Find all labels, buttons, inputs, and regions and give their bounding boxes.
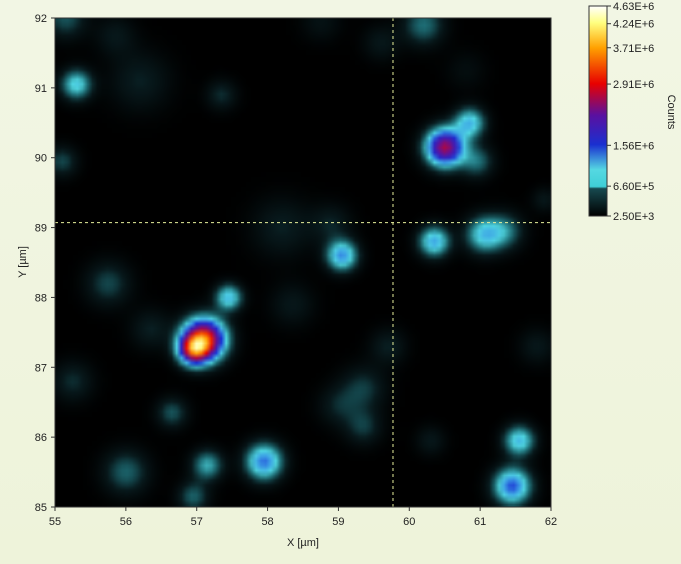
x-tick-label: 62	[545, 516, 557, 528]
colorbar-tick-label: 6.60E+5	[613, 181, 654, 193]
y-axis-ticks: 85 86 87 88 89 90 91 92	[35, 13, 55, 514]
x-tick-label: 58	[261, 516, 273, 528]
colorbar-tick-label: 2.91E+6	[613, 79, 654, 91]
y-tick-label: 86	[35, 432, 47, 444]
y-tick-label: 91	[35, 83, 47, 95]
x-axis-label: X [µm]	[287, 537, 319, 549]
x-tick-label: 57	[191, 516, 203, 528]
y-tick-label: 89	[35, 223, 47, 235]
y-tick-label: 85	[35, 502, 47, 514]
y-axis-label: Y [µm]	[17, 246, 29, 278]
colorbar-label: Counts	[665, 95, 677, 130]
x-tick-label: 61	[474, 516, 486, 528]
y-tick-label: 87	[35, 362, 47, 374]
colorbar-tick-label: 1.56E+6	[613, 140, 654, 152]
colorbar-tick-label: 4.24E+6	[613, 19, 654, 31]
y-tick-label: 92	[35, 13, 47, 25]
x-tick-label: 59	[332, 516, 344, 528]
colorbar-tick-label: 3.71E+6	[613, 43, 654, 55]
y-tick-label: 88	[35, 292, 47, 304]
colorbar-ticks: 4.63E+6 4.24E+6 3.71E+6 2.91E+6 1.56E+6 6.60E…	[607, 1, 654, 223]
x-tick-label: 55	[49, 516, 61, 528]
plot-border	[54, 17, 552, 508]
x-tick-label: 56	[120, 516, 132, 528]
heatmap-image	[55, 18, 551, 507]
colorbar-tick-label: 4.63E+6	[613, 1, 654, 13]
colorbar-gradient	[588, 5, 608, 217]
x-axis-ticks: 55 56 57 58 59 60 61 62	[49, 507, 557, 528]
y-tick-label: 90	[35, 153, 47, 165]
colorbar-tick-label: 2.50E+3	[613, 211, 654, 223]
x-tick-label: 60	[403, 516, 415, 528]
